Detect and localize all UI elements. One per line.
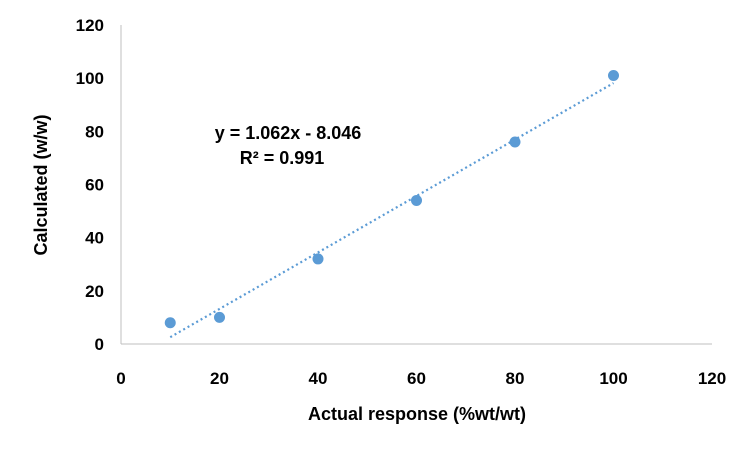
y-tick-label: 40 [85, 229, 104, 248]
y-tick-labels: 0 20 40 60 80 100 120 [76, 16, 104, 354]
data-point [411, 194, 422, 206]
trendline-r2: R² = 0.991 [240, 148, 325, 168]
axes [120, 25, 712, 345]
trendline [169, 82, 615, 339]
x-tick-label: 100 [599, 369, 627, 388]
y-tick-label: 100 [76, 69, 104, 88]
data-points [164, 70, 619, 329]
x-tick-label: 80 [506, 369, 525, 388]
x-tick-labels: 0 20 40 60 80 100 120 [116, 369, 726, 388]
x-tick-label: 60 [407, 369, 426, 388]
y-tick-label: 120 [76, 16, 104, 35]
y-tick-label: 20 [85, 282, 104, 301]
data-point [214, 311, 225, 323]
y-tick-label: 60 [85, 176, 104, 195]
y-tick-label: 80 [85, 122, 104, 141]
data-point [312, 253, 324, 265]
x-tick-label: 40 [309, 369, 328, 388]
y-tick-label: 0 [95, 335, 104, 354]
x-tick-label: 0 [116, 369, 125, 388]
data-point [608, 70, 619, 82]
x-tick-label: 20 [210, 369, 229, 388]
y-axis-title: Calculated (w/w) [31, 114, 51, 255]
data-point [164, 317, 176, 329]
x-axis-title: Actual response (%wt/wt) [308, 404, 526, 424]
data-point [509, 136, 521, 148]
x-tick-label: 120 [698, 369, 726, 388]
trendline-equation: y = 1.062x - 8.046 [215, 123, 362, 143]
